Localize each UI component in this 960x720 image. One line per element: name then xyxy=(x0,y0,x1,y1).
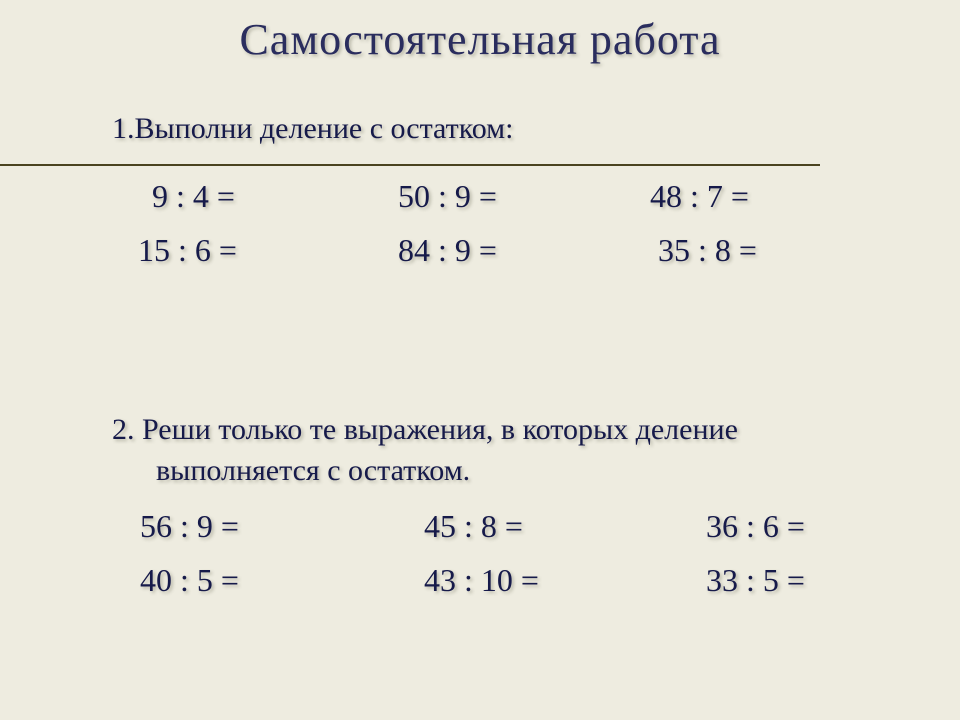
task2-heading-line1: 2. Реши только те выражения, в которых д… xyxy=(112,413,738,446)
slide-title: Самостоятельная работа xyxy=(0,14,960,65)
task2-eq-4: 40 : 5 = xyxy=(140,562,239,599)
task1-eq-2: 50 : 9 = xyxy=(398,178,497,215)
task1-eq-5: 84 : 9 = xyxy=(398,232,497,269)
task2-eq-1: 56 : 9 = xyxy=(140,508,239,545)
task2-eq-6: 33 : 5 = xyxy=(706,562,805,599)
task2-eq-3: 36 : 6 = xyxy=(706,508,805,545)
slide: Самостоятельная работа 1.Выполни деление… xyxy=(0,0,960,720)
task1-eq-6: 35 : 8 = xyxy=(658,232,757,269)
task2-eq-2: 45 : 8 = xyxy=(424,508,523,545)
task2-heading-line2: выполняется с остатком. xyxy=(112,451,470,492)
task1-heading: 1.Выполни деление с остатком: xyxy=(112,112,514,146)
task1-eq-3: 48 : 7 = xyxy=(650,178,749,215)
divider-rule xyxy=(0,164,820,166)
task1-eq-1: 9 : 4 = xyxy=(152,178,235,215)
task2-heading: 2. Реши только те выражения, в которых д… xyxy=(112,410,852,491)
task2-eq-5: 43 : 10 = xyxy=(424,562,539,599)
task1-eq-4: 15 : 6 = xyxy=(138,232,237,269)
